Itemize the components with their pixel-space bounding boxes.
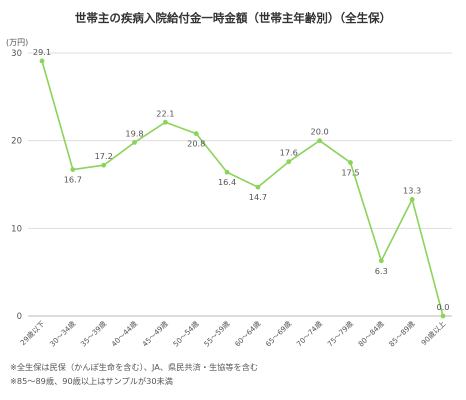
x-tick-label: 35～39歳 xyxy=(79,319,108,348)
data-point xyxy=(286,159,292,165)
data-label: 29.1 xyxy=(33,47,51,57)
data-label: 14.7 xyxy=(249,192,267,202)
data-point xyxy=(317,138,323,144)
x-tick-label: 75～79歳 xyxy=(325,319,354,348)
x-tick-label: 30～34歳 xyxy=(48,319,77,348)
x-tick-label: 90歳以上 xyxy=(419,319,447,347)
x-tick-label: 29歳以下 xyxy=(18,319,46,347)
data-label: 20.0 xyxy=(310,127,328,137)
data-label: 13.3 xyxy=(403,185,421,195)
data-label: 17.6 xyxy=(280,148,298,158)
data-label: 19.8 xyxy=(125,128,143,138)
y-tick-label: 20 xyxy=(11,137,22,147)
y-axis-unit: (万円) xyxy=(6,38,29,47)
data-label: 17.2 xyxy=(95,151,113,161)
data-label: 20.8 xyxy=(187,139,205,149)
data-point xyxy=(132,140,137,145)
y-tick-label: 30 xyxy=(11,49,22,59)
x-tick-label: 80～84歳 xyxy=(356,319,385,348)
data-point xyxy=(348,160,353,165)
series-line xyxy=(41,60,444,317)
x-tick-label: 65～69歳 xyxy=(264,319,293,348)
data-label: 6.3 xyxy=(375,266,388,276)
data-point xyxy=(378,258,384,264)
data-point xyxy=(224,169,230,175)
x-tick-label: 55～59歳 xyxy=(202,319,231,348)
x-tick-label: 45～49歳 xyxy=(140,319,169,348)
data-label: 17.5 xyxy=(341,168,359,178)
chart-title: 世帯主の疾病入院給付金一時金額（世帯主年齢別）（全生保） xyxy=(74,11,392,25)
x-tick-label: 60～64歳 xyxy=(233,319,262,348)
data-point xyxy=(39,58,45,64)
x-tick-label: 50～54歳 xyxy=(171,319,200,348)
data-point xyxy=(162,119,168,125)
data-label: 22.1 xyxy=(156,108,174,118)
y-tick-label: 10 xyxy=(11,224,22,234)
data-point xyxy=(70,167,76,172)
data-label: 16.7 xyxy=(64,175,82,185)
x-tick-label: 70～74歳 xyxy=(295,319,324,348)
footnote-2: ※85～89歳、90歳以上はサンプルが30未満 xyxy=(10,376,173,386)
footnotes: ※全生保は民保（かんぽ生命を含む）、JA、県民共済・生協等を含む ※85～89歳… xyxy=(10,360,258,388)
footnote-1: ※全生保は民保（かんぽ生命を含む）、JA、県民共済・生協等を含む xyxy=(10,362,259,372)
data-point xyxy=(193,131,199,137)
y-tick-label: 0 xyxy=(17,312,22,322)
x-tick-label: 85～89歳 xyxy=(387,319,416,348)
data-point xyxy=(101,162,107,168)
data-point xyxy=(409,197,415,202)
data-point xyxy=(255,184,261,190)
data-label: 16.4 xyxy=(218,177,236,187)
data-point xyxy=(440,313,446,319)
data-label: 0.0 xyxy=(436,302,449,312)
x-tick-label: 40～44歳 xyxy=(109,319,138,348)
